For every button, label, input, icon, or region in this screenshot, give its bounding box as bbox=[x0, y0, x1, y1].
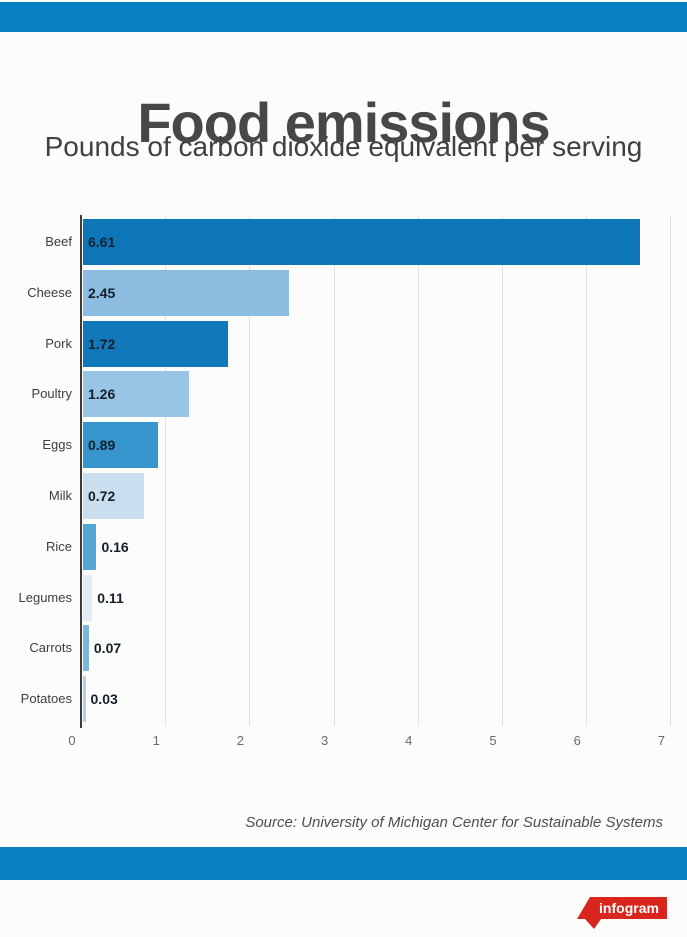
bar-milk[interactable] bbox=[83, 473, 144, 519]
bar-carrots[interactable] bbox=[83, 625, 89, 672]
category-label-potatoes: Potatoes bbox=[20, 691, 72, 707]
x-gridline-3 bbox=[333, 215, 335, 726]
x-gridline-5 bbox=[502, 215, 503, 726]
x-tick-label-2: 2 bbox=[236, 733, 245, 748]
header-accent-band bbox=[0, 2, 687, 32]
page-subtitle: Pounds of carbon dioxide equivalent per … bbox=[44, 131, 643, 162]
category-label-eggs: Eggs bbox=[42, 437, 72, 453]
x-tick-label-1: 1 bbox=[152, 733, 160, 748]
bar-pork[interactable] bbox=[83, 320, 228, 367]
category-label-beef: Beef bbox=[45, 234, 72, 249]
bar-poultry[interactable] bbox=[83, 371, 190, 418]
x-tick-label-7: 7 bbox=[657, 733, 666, 748]
bar-eggs[interactable] bbox=[83, 422, 158, 469]
x-tick-label-5: 5 bbox=[489, 733, 497, 748]
category-label-milk: Milk bbox=[48, 488, 72, 503]
x-gridline-2 bbox=[249, 215, 251, 726]
x-tick-label-3: 3 bbox=[320, 733, 329, 748]
bar-potatoes[interactable] bbox=[83, 676, 86, 723]
x-gridline-4 bbox=[417, 215, 419, 726]
value-label-potatoes: 0.03 bbox=[90, 691, 118, 708]
category-label-legumes: Legumes bbox=[18, 589, 72, 605]
value-label-milk: 0.72 bbox=[88, 488, 116, 504]
value-label-pork: 1.72 bbox=[88, 335, 116, 352]
x-gridline-1 bbox=[165, 215, 167, 726]
x-tick-label-6: 6 bbox=[573, 733, 581, 748]
value-label-carrots: 0.07 bbox=[93, 640, 122, 657]
bar-cheese[interactable] bbox=[83, 269, 290, 316]
category-label-cheese: Cheese bbox=[27, 284, 72, 300]
x-tick-label-0: 0 bbox=[68, 733, 76, 748]
value-label-legumes: 0.11 bbox=[97, 589, 124, 606]
x-tick-label-4: 4 bbox=[405, 733, 413, 748]
bar-legumes[interactable] bbox=[83, 574, 93, 621]
infogram-logo-label: infogram bbox=[599, 900, 659, 916]
footer-accent-band bbox=[0, 847, 687, 880]
x-gridline-6 bbox=[586, 215, 588, 726]
category-label-carrots: Carrots bbox=[29, 640, 72, 656]
value-label-beef: 6.61 bbox=[88, 234, 116, 250]
y-axis-line bbox=[80, 215, 82, 728]
bar-chart: 0 1 2 3 4 5 6 7 Beef 6.61 Cheese 2.45 Pork 1.72 Poultr… bbox=[18, 215, 672, 748]
value-label-poultry: 1.26 bbox=[88, 386, 116, 403]
category-label-poultry: Poultry bbox=[31, 386, 72, 402]
x-gridline-7 bbox=[670, 215, 672, 726]
bar-rice[interactable] bbox=[83, 523, 97, 570]
infogram-logo[interactable]: infogram bbox=[577, 897, 667, 929]
category-label-pork: Pork bbox=[45, 335, 72, 351]
source-attribution: Source: University of Michigan Center fo… bbox=[245, 814, 663, 831]
category-label-rice: Rice bbox=[45, 538, 72, 554]
value-label-cheese: 2.45 bbox=[88, 284, 116, 301]
value-label-rice: 0.16 bbox=[101, 538, 129, 555]
bar-beef[interactable] bbox=[83, 219, 640, 265]
value-label-eggs: 0.89 bbox=[88, 437, 116, 454]
page-title: Food emissions bbox=[137, 90, 550, 154]
